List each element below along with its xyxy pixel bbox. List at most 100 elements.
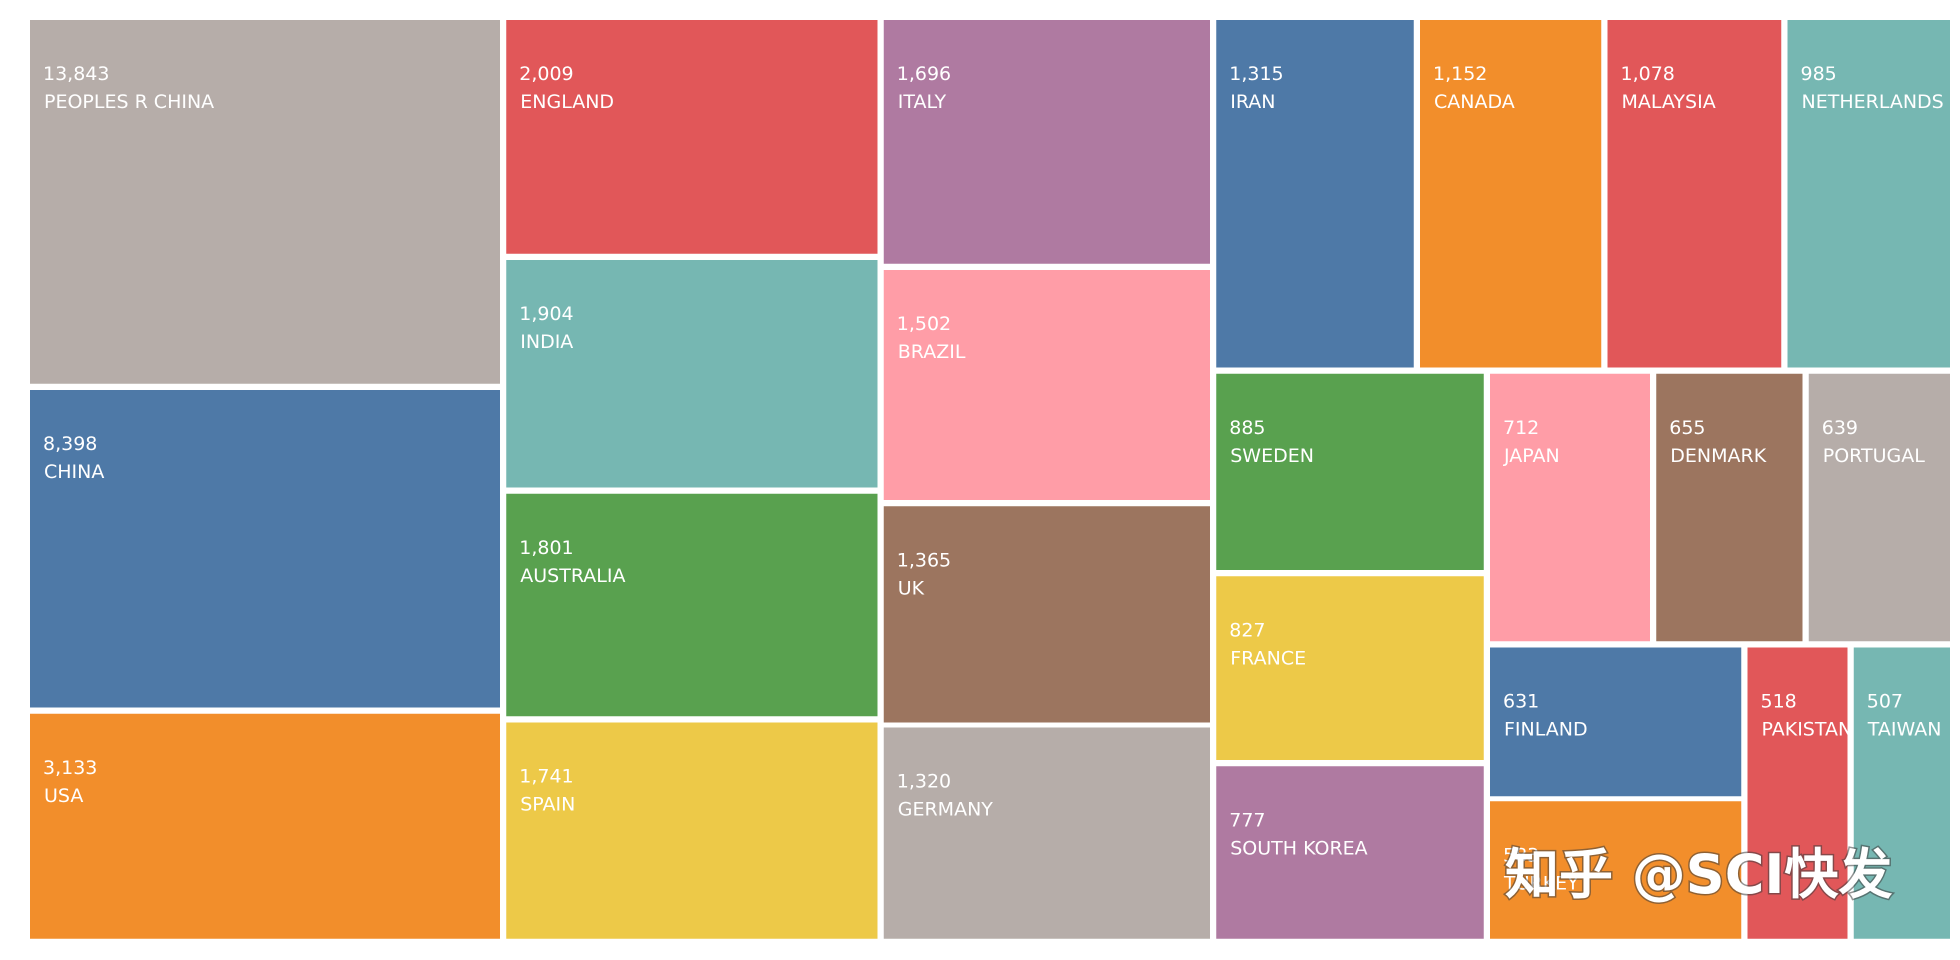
tile-label: 777 SOUTH KOREA <box>1229 809 1367 859</box>
category-label: BRAZIL <box>898 341 966 363</box>
tile <box>1787 20 1950 368</box>
category-label: TAIWAN <box>1867 719 1942 741</box>
category-label: ENGLAND <box>520 91 614 113</box>
value-label: 13,843 <box>43 63 109 85</box>
tile-label: 631 FINLAND <box>1503 691 1588 741</box>
category-label: FINLAND <box>1504 719 1588 741</box>
value-label: 1,741 <box>519 766 573 788</box>
tile <box>1216 576 1484 760</box>
tile-label: 885 SWEDEN <box>1229 417 1314 467</box>
category-label: JAPAN <box>1503 445 1560 467</box>
value-label: 1,801 <box>519 537 573 559</box>
value-label: 1,365 <box>897 549 951 571</box>
tile <box>1216 766 1484 939</box>
tile <box>1490 647 1742 797</box>
tile <box>883 727 1210 939</box>
category-label: PORTUGAL <box>1823 445 1925 467</box>
category-label: IRAN <box>1230 91 1275 113</box>
category-label: AUSTRALIA <box>520 565 625 587</box>
value-label: 507 <box>1867 691 1903 713</box>
tile <box>506 260 878 488</box>
tile-label: 1,696 ITALY <box>897 63 951 113</box>
tile <box>1490 801 1742 939</box>
category-label: SOUTH KOREA <box>1230 837 1367 859</box>
tile <box>883 506 1210 723</box>
value-label: 518 <box>1761 691 1797 713</box>
tile-label: 1,741 SPAIN <box>519 766 575 816</box>
tile-label: 518 PAKISTAN <box>1761 691 1853 741</box>
category-label: SWEDEN <box>1230 445 1314 467</box>
value-label: 583 <box>1503 844 1539 866</box>
tile-label: 655 DENMARK <box>1669 417 1766 467</box>
watermark: 知乎 @SCI快发 <box>1505 843 1892 906</box>
value-label: 8,398 <box>43 433 97 455</box>
value-label: 712 <box>1503 417 1539 439</box>
tile <box>1853 647 1950 939</box>
category-label: PEOPLES R CHINA <box>44 91 214 113</box>
tile-label: 1,315 IRAN <box>1229 63 1283 113</box>
value-label: 1,152 <box>1433 63 1487 85</box>
category-label: INDIA <box>520 331 573 353</box>
value-label: 1,502 <box>897 313 951 335</box>
value-label: 827 <box>1229 619 1265 641</box>
category-label: SPAIN <box>520 794 575 816</box>
tile-label: 1,904 INDIA <box>519 303 573 353</box>
tile-label: 507 TAIWAN <box>1867 691 1942 741</box>
tile-label: 8,398 CHINA <box>43 433 104 483</box>
tile <box>883 270 1210 500</box>
category-label: DENMARK <box>1670 445 1766 467</box>
value-label: 1,315 <box>1229 63 1283 85</box>
category-label: NETHERLANDS <box>1802 91 1944 113</box>
value-label: 1,320 <box>897 771 951 793</box>
tile-label: 1,078 MALAYSIA <box>1621 63 1716 113</box>
tile <box>506 493 878 717</box>
value-label: 1,078 <box>1621 63 1675 85</box>
category-label: CHINA <box>44 461 104 483</box>
category-label: GERMANY <box>898 799 994 821</box>
tile-label: 1,365 UK <box>897 549 951 599</box>
value-label: 639 <box>1822 417 1858 439</box>
tile <box>30 713 500 939</box>
tile <box>1420 20 1602 368</box>
tile-label: 1,152 CANADA <box>1433 63 1515 113</box>
category-label: PAKISTAN <box>1762 719 1853 741</box>
tile <box>1808 373 1950 642</box>
tile <box>1490 373 1650 642</box>
value-label: 1,904 <box>519 303 573 325</box>
tile <box>30 20 500 384</box>
tiles: 13,843 PEOPLES R CHINA 8,398 CHINA 3,133 USA 2… <box>30 20 1950 939</box>
category-label: TURKEY <box>1503 872 1579 894</box>
value-label: 985 <box>1801 63 1837 85</box>
tile <box>1656 373 1803 642</box>
tile <box>1216 373 1484 570</box>
tile-label: 583 TURKEY <box>1503 844 1579 894</box>
tile-label: 712 JAPAN <box>1503 417 1560 467</box>
value-label: 2,009 <box>519 63 573 85</box>
category-label: UK <box>898 577 925 599</box>
value-label: 655 <box>1669 417 1705 439</box>
value-label: 885 <box>1229 417 1265 439</box>
tile <box>1216 20 1414 368</box>
category-label: USA <box>44 785 83 807</box>
tile-label: 1,502 BRAZIL <box>897 313 966 363</box>
value-label: 1,696 <box>897 63 951 85</box>
tile-label: 2,009 ENGLAND <box>519 63 614 113</box>
value-label: 777 <box>1229 809 1265 831</box>
category-label: FRANCE <box>1230 647 1306 669</box>
tile-label: 827 FRANCE <box>1229 619 1306 669</box>
category-label: CANADA <box>1434 91 1515 113</box>
tile <box>1607 20 1782 368</box>
tile <box>883 20 1210 264</box>
tile <box>506 20 878 254</box>
tile <box>30 390 500 708</box>
tile-label: 3,133 USA <box>43 757 97 807</box>
tile-label: 1,801 AUSTRALIA <box>519 537 625 587</box>
tile-label: 639 PORTUGAL <box>1822 417 1925 467</box>
tile <box>1747 647 1848 939</box>
tile-label: 985 NETHERLANDS <box>1801 63 1944 113</box>
value-label: 631 <box>1503 691 1539 713</box>
value-label: 3,133 <box>43 757 97 779</box>
tile-label: 1,320 GERMANY <box>897 771 994 821</box>
